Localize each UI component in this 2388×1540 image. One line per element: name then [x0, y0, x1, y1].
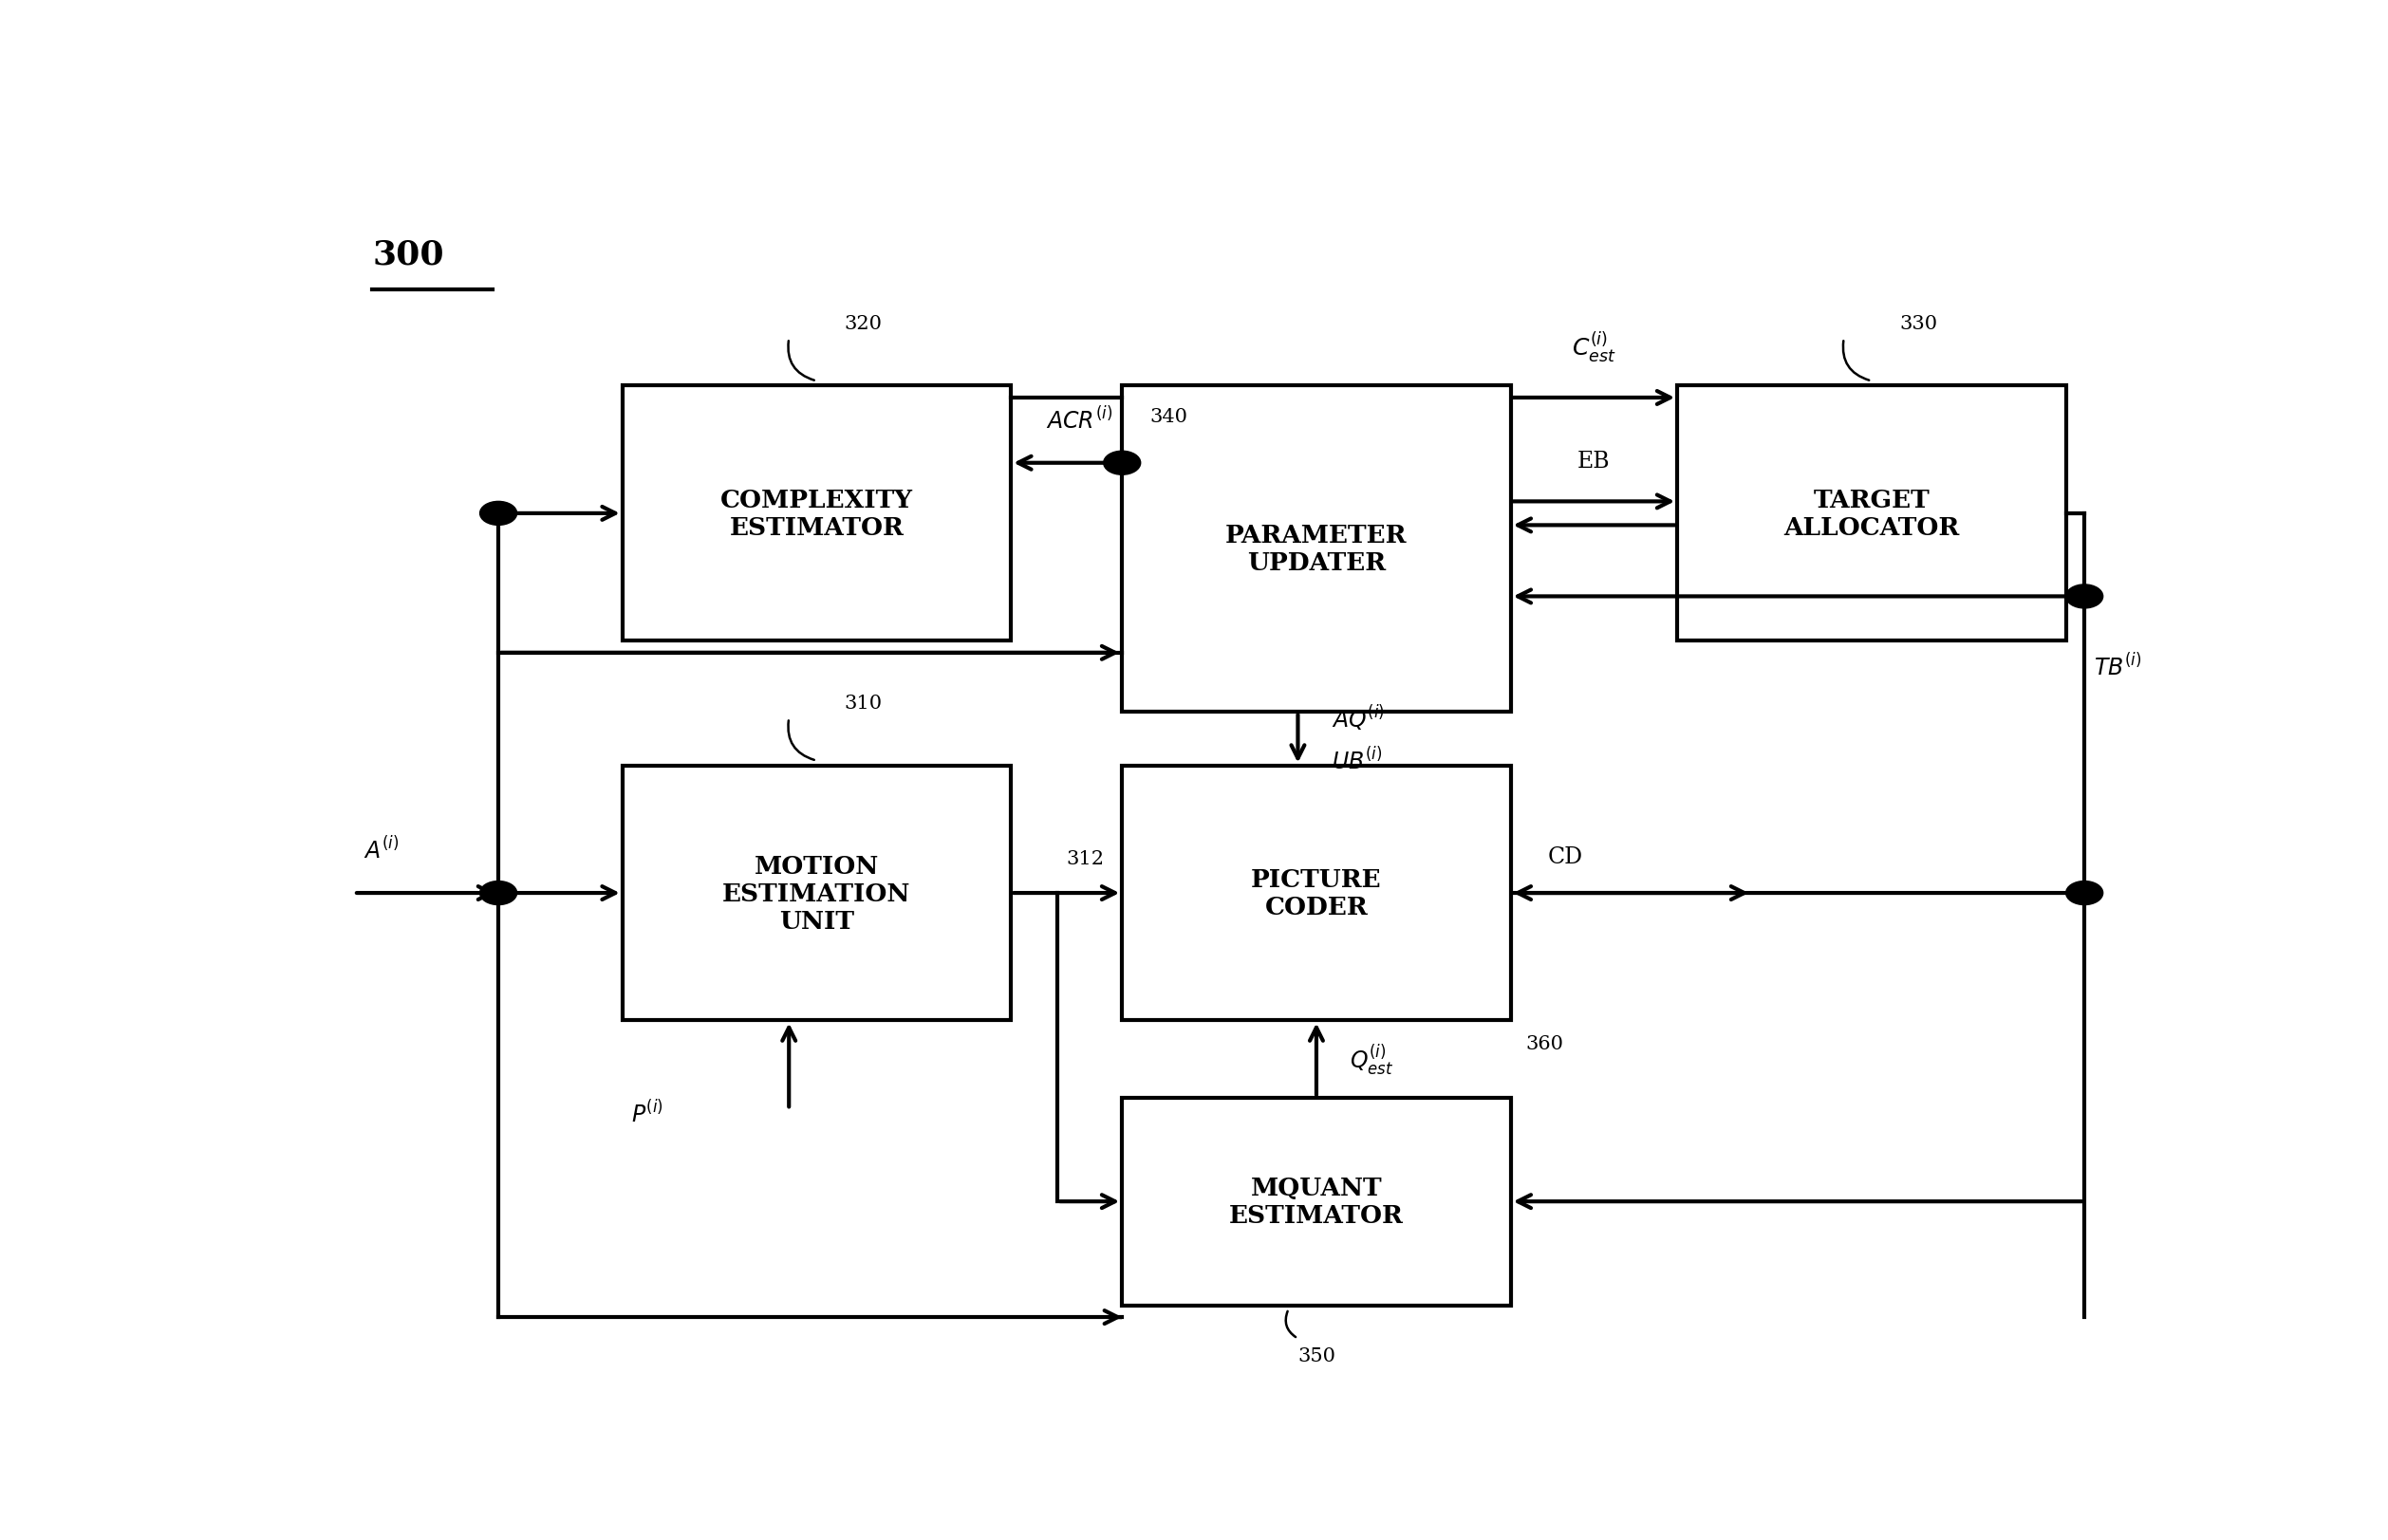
Text: 330: 330 [1898, 316, 1937, 333]
Text: $UB^{(i)}$: $UB^{(i)}$ [1330, 747, 1383, 775]
Text: $AQ^{(i)}$: $AQ^{(i)}$ [1330, 702, 1385, 733]
FancyBboxPatch shape [1122, 387, 1512, 713]
Text: $P^{(i)}$: $P^{(i)}$ [630, 1100, 664, 1127]
FancyBboxPatch shape [623, 765, 1010, 1021]
FancyBboxPatch shape [1122, 1098, 1512, 1306]
Circle shape [1103, 451, 1141, 476]
FancyBboxPatch shape [1122, 765, 1512, 1021]
Circle shape [480, 502, 516, 525]
Text: COMPLEXITY
ESTIMATOR: COMPLEXITY ESTIMATOR [721, 488, 912, 539]
Text: MQUANT
ESTIMATOR: MQUANT ESTIMATOR [1230, 1177, 1404, 1227]
Text: $A^{(i)}$: $A^{(i)}$ [363, 836, 399, 864]
Text: 310: 310 [845, 695, 884, 713]
Text: MOTION
ESTIMATION
UNIT: MOTION ESTIMATION UNIT [724, 855, 910, 933]
Text: CD: CD [1547, 845, 1583, 867]
Circle shape [2066, 881, 2104, 906]
Text: 312: 312 [1065, 849, 1103, 867]
Text: EB: EB [1578, 451, 1610, 473]
Text: $TB^{(i)}$: $TB^{(i)}$ [2094, 653, 2142, 681]
Text: TARGET
ALLOCATOR: TARGET ALLOCATOR [1784, 488, 1961, 539]
FancyBboxPatch shape [623, 387, 1010, 641]
Text: 340: 340 [1151, 408, 1187, 425]
Text: 350: 350 [1297, 1348, 1335, 1364]
Circle shape [2066, 585, 2104, 608]
Text: PICTURE
CODER: PICTURE CODER [1251, 867, 1383, 919]
Circle shape [480, 881, 516, 906]
Text: PARAMETER
UPDATER: PARAMETER UPDATER [1225, 524, 1407, 574]
Text: $ACR^{(i)}$: $ACR^{(i)}$ [1046, 407, 1113, 434]
Text: 300: 300 [373, 239, 444, 271]
FancyBboxPatch shape [1676, 387, 2066, 641]
Text: $Q_{est}^{(i)}$: $Q_{est}^{(i)}$ [1349, 1041, 1395, 1076]
Text: $C_{est}^{(i)}$: $C_{est}^{(i)}$ [1571, 330, 1617, 365]
Text: 320: 320 [845, 316, 884, 333]
Text: 360: 360 [1526, 1035, 1564, 1053]
